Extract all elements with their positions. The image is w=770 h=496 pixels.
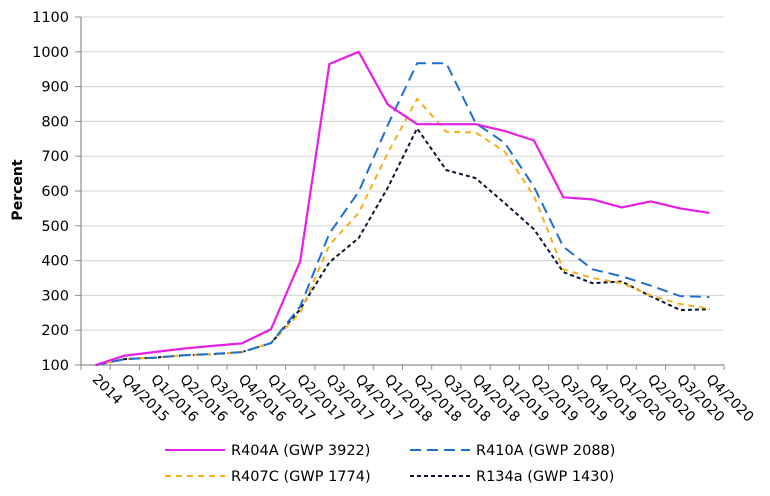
y-tick-label: 1000 [32,45,69,61]
series-line-r410a [95,62,710,366]
legend-label-r134a: R134a (GWP 1430) [476,469,614,485]
legend-item-r410a: R410A (GWP 2088) [410,443,615,459]
y-tick-label: 300 [41,288,69,304]
y-tick-label: 900 [41,80,69,96]
y-tick-label: 100 [41,358,69,374]
y-tick-label: 1100 [32,10,69,26]
series-lines [95,50,710,367]
legend-item-r407c: R407C (GWP 1774) [165,469,371,485]
y-tick-label: 200 [41,323,69,339]
y-tick-label: 600 [41,184,69,200]
legend-label-r404a: R404A (GWP 3922) [231,443,370,459]
legend-label-r410a: R410A (GWP 2088) [476,443,615,459]
x-tick-label: 2014 [89,372,126,409]
legend-item-r134a: R134a (GWP 1430) [410,469,614,485]
x-axis-ticks: 2014Q4/2015Q1/2016Q2/2016Q3/2016Q4/2016Q… [80,365,756,426]
y-tick-label: 700 [41,149,69,165]
y-axis-ticks: 100 200 300 400 500 600 700 800 900 1000 1100 [32,10,81,374]
y-tick-label: 800 [41,114,69,130]
y-axis-title: Percent [10,159,26,220]
series-line-r134a [95,127,710,366]
legend-item-r404a: R404A (GWP 3922) [165,443,370,459]
series-line-r404a [95,50,710,367]
gridlines [81,16,724,331]
y-tick-label: 400 [41,254,69,270]
legend-label-r407c: R407C (GWP 1774) [231,469,371,485]
y-tick-label: 500 [41,219,69,235]
series-line-r407c [95,97,710,366]
legend: R404A (GWP 3922) R410A (GWP 2088) R407C (G… [165,443,615,485]
